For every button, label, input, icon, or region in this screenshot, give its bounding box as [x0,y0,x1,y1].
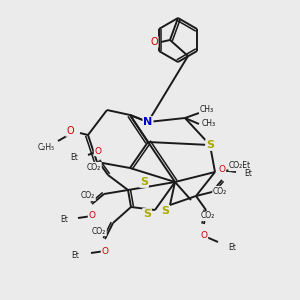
Text: CO₂: CO₂ [92,226,106,236]
Text: O: O [150,37,158,47]
Text: CH₃: CH₃ [202,119,216,128]
Text: Et: Et [71,250,79,260]
Text: O: O [101,247,109,256]
Text: O: O [218,166,226,175]
Text: Et: Et [70,152,78,161]
Text: Et: Et [228,244,236,253]
Text: S: S [206,140,214,150]
Text: C₂H₅: C₂H₅ [38,142,55,152]
Text: S: S [143,209,151,219]
Text: O: O [94,146,101,155]
Text: O: O [88,212,95,220]
Text: S: S [161,206,169,216]
Text: N: N [143,117,153,127]
Text: CO₂Et: CO₂Et [229,161,251,170]
Text: CH₃: CH₃ [200,106,214,115]
Text: O: O [66,126,74,136]
Text: Et: Et [244,169,252,178]
Text: S: S [140,177,148,187]
Text: CO₂: CO₂ [213,187,227,196]
Text: CO₂: CO₂ [201,212,215,220]
Text: CO₂: CO₂ [81,191,95,200]
Text: CO₂: CO₂ [87,163,101,172]
Text: O: O [200,232,208,241]
Text: Et: Et [60,215,68,224]
